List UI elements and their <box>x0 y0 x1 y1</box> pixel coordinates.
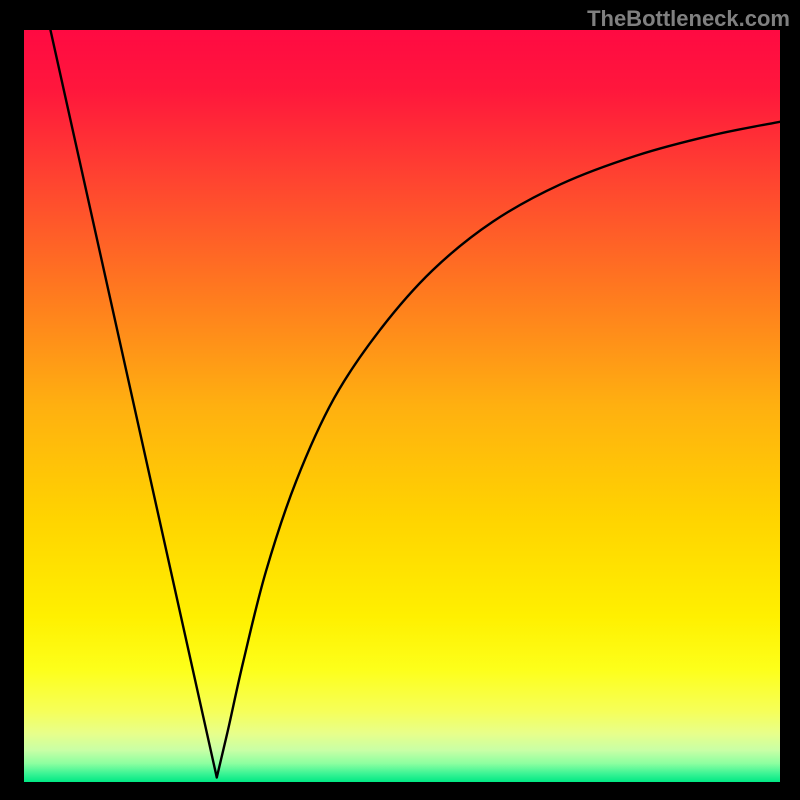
plot-area <box>24 30 780 782</box>
gradient-bg <box>24 30 780 782</box>
watermark-text: TheBottleneck.com <box>587 6 790 32</box>
gradient-and-curve <box>24 30 780 782</box>
